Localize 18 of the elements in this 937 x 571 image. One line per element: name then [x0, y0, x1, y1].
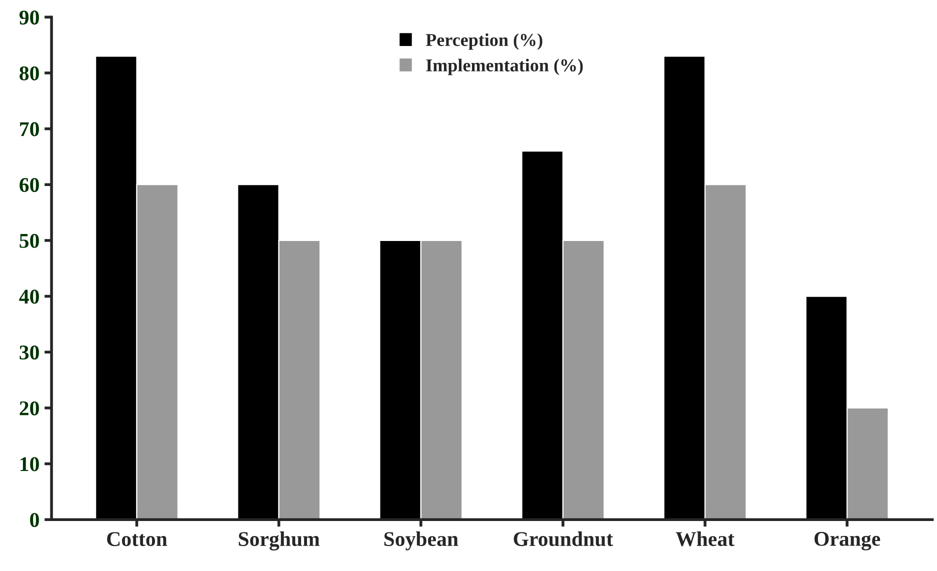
y-tick-label: 50: [20, 234, 39, 248]
y-tick-label: 30: [20, 345, 39, 360]
y-tick-label: 10: [20, 457, 39, 472]
y-tick-label: 70: [20, 122, 39, 136]
y-tick-label: 80: [20, 66, 39, 80]
y-tick-label: 0: [30, 512, 39, 528]
x-tick-label: Orange: [814, 532, 880, 550]
legend-label: Perception (%): [426, 33, 542, 50]
x-tick-label: Groundnut: [514, 531, 614, 546]
y-tick-label: 90: [19, 10, 39, 25]
x-tick-label: Cotton: [107, 532, 168, 546]
y-tick-label: 20: [20, 401, 39, 416]
x-tick-label: Wheat: [676, 531, 734, 546]
x-tick-label: Sorghum: [238, 531, 320, 550]
x-tick-label: Soybean: [384, 531, 458, 550]
y-tick-label: 60: [20, 178, 39, 192]
legend-label: Implementation (%): [426, 58, 583, 76]
y-tick-label: 40: [19, 290, 39, 304]
